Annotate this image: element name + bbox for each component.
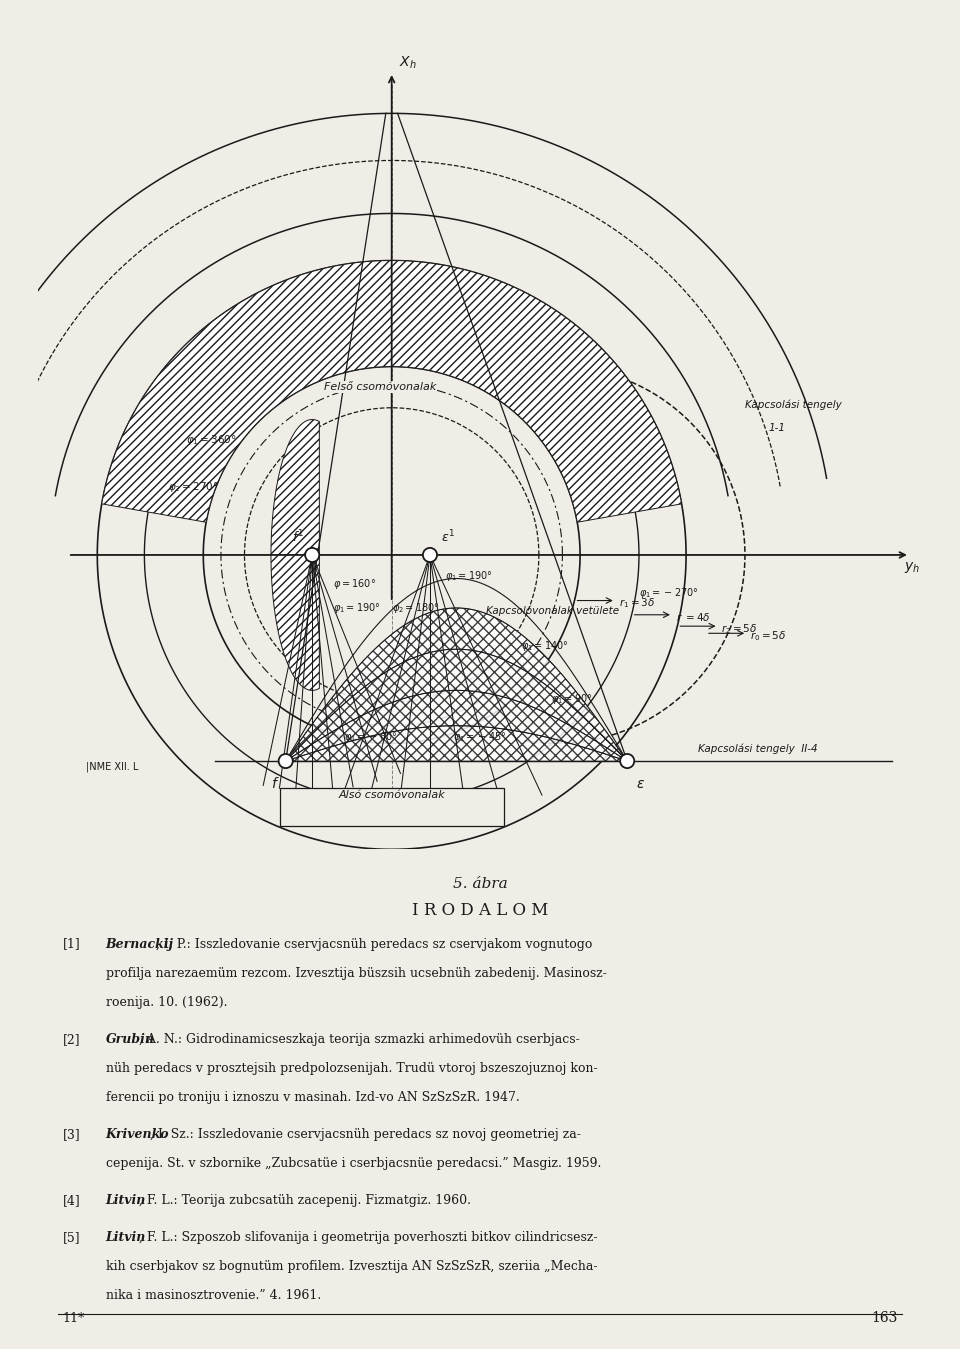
Text: nüh peredacs v prosztejsih predpolozsenijah. Trudü vtoroj bszeszojuznoj kon-: nüh peredacs v prosztejsih predpolozseni…: [106, 1062, 597, 1075]
Polygon shape: [286, 691, 627, 761]
Text: $\varphi_1=140°$: $\varphi_1=140°$: [521, 639, 568, 653]
Circle shape: [423, 548, 437, 563]
Text: , I. Sz.: Isszledovanie cservjacsnüh peredacs sz novoj geometriej za-: , I. Sz.: Isszledovanie cservjacsnüh per…: [150, 1128, 581, 1141]
Polygon shape: [286, 608, 627, 761]
Text: 5. ábra: 5. ábra: [452, 877, 508, 890]
Text: [2]: [2]: [62, 1033, 80, 1045]
Text: 11*: 11*: [62, 1311, 84, 1325]
Text: I R O D A L O M: I R O D A L O M: [412, 902, 548, 919]
Text: ferencii po troniju i iznoszu v masinah. Izd-vo AN SzSzSzR. 1947.: ferencii po troniju i iznoszu v masinah.…: [106, 1090, 519, 1103]
Text: profilja narezaemüm rezcom. Izvesztija büszsih ucsebnüh zabedenij. Masinosz-: profilja narezaemüm rezcom. Izvesztija b…: [106, 966, 607, 979]
Text: Kapcsolási tengely  II-4: Kapcsolási tengely II-4: [698, 743, 818, 754]
Text: Litvin: Litvin: [106, 1230, 146, 1244]
Text: $\varphi_1=360°$: $\varphi_1=360°$: [185, 433, 236, 447]
Circle shape: [305, 548, 320, 563]
Text: $r\ =4\delta$: $r\ =4\delta$: [676, 611, 710, 623]
Text: roenija. 10. (1962).: roenija. 10. (1962).: [106, 996, 228, 1009]
Text: Kapcsolási tengely: Kapcsolási tengely: [745, 399, 842, 410]
Circle shape: [278, 754, 293, 768]
Text: , A. N.: Gidrodinamicseszkaja teorija szmazki arhimedovüh cserbjacs-: , A. N.: Gidrodinamicseszkaja teorija sz…: [139, 1033, 580, 1045]
Text: $\varphi_2=270°$: $\varphi_2=270°$: [168, 480, 219, 494]
Text: [1]: [1]: [62, 938, 80, 951]
Text: $r_0=5\delta$: $r_0=5\delta$: [750, 629, 786, 643]
Text: $\varepsilon$: $\varepsilon$: [636, 777, 645, 791]
Text: $f^1$: $f^1$: [292, 529, 303, 545]
Text: 1-1: 1-1: [769, 424, 785, 433]
Text: $r_1=3\delta$: $r_1=3\delta$: [618, 596, 655, 610]
Text: [5]: [5]: [62, 1230, 80, 1244]
Polygon shape: [271, 420, 320, 691]
Text: Alsó csomóvonalak: Alsó csomóvonalak: [338, 789, 445, 800]
Text: $\varphi_1=-270°$: $\varphi_1=-270°$: [639, 587, 699, 600]
FancyBboxPatch shape: [279, 788, 504, 826]
Text: $\varepsilon^1$: $\varepsilon^1$: [441, 529, 455, 545]
Text: Bernackij: Bernackij: [106, 938, 174, 951]
Text: |NME XII. L: |NME XII. L: [85, 762, 138, 773]
Text: , I. P.: Isszledovanie cservjacsnüh peredacs sz cservjakom vognutogo: , I. P.: Isszledovanie cservjacsnüh pere…: [156, 938, 592, 951]
Text: $\varphi_2=180°$: $\varphi_2=180°$: [392, 600, 440, 615]
Text: , F. L.: Szposzob slifovanija i geometrija poverhoszti bitkov cilindricsesz-: , F. L.: Szposzob slifovanija i geometri…: [139, 1230, 597, 1244]
Text: $f$: $f$: [271, 776, 279, 791]
Polygon shape: [102, 260, 682, 522]
Text: [4]: [4]: [62, 1194, 80, 1207]
Polygon shape: [286, 726, 627, 761]
Text: $\varphi_1=190°$: $\varphi_1=190°$: [444, 568, 492, 583]
Text: $\varphi_1=90°$: $\varphi_1=90°$: [551, 692, 592, 706]
Text: 163: 163: [872, 1311, 898, 1325]
Text: $\varphi=160°$: $\varphi=160°$: [333, 577, 375, 591]
Text: Kapcsolóvonalak vetülete: Kapcsolóvonalak vetülete: [486, 606, 619, 616]
Text: Krivenko: Krivenko: [106, 1128, 169, 1141]
Text: , F. L.: Teorija zubcsatüh zacepenij. Fizmatgiz. 1960.: , F. L.: Teorija zubcsatüh zacepenij. Fi…: [139, 1194, 471, 1207]
Text: $y_h$: $y_h$: [904, 560, 920, 575]
Text: $\varphi_1=190°$: $\varphi_1=190°$: [333, 600, 380, 615]
Text: Litvin: Litvin: [106, 1194, 146, 1207]
Text: $X_h$: $X_h$: [398, 54, 417, 70]
Text: Felső csomóvonalak: Felső csomóvonalak: [324, 382, 436, 393]
Text: [3]: [3]: [62, 1128, 80, 1141]
Text: Grubin: Grubin: [106, 1033, 155, 1045]
Text: $\varphi_1=-60°$: $\varphi_1=-60°$: [345, 730, 397, 745]
Text: $r_2=5\delta$: $r_2=5\delta$: [722, 622, 757, 635]
Text: kih cserbjakov sz bognutüm profilem. Izvesztija AN SzSzSzR, szeriia „Mecha-: kih cserbjakov sz bognutüm profilem. Izv…: [106, 1260, 597, 1273]
Text: cepenija. St. v szbornike „Zubcsatüe i cserbjacsnüe peredacsi.” Masgiz. 1959.: cepenija. St. v szbornike „Zubcsatüe i c…: [106, 1157, 601, 1170]
Text: $\varphi_1=-45°$: $\varphi_1=-45°$: [453, 730, 507, 745]
Text: nika i masinosztrovenie.” 4. 1961.: nika i masinosztrovenie.” 4. 1961.: [106, 1290, 321, 1302]
Circle shape: [620, 754, 635, 768]
Polygon shape: [286, 649, 627, 761]
